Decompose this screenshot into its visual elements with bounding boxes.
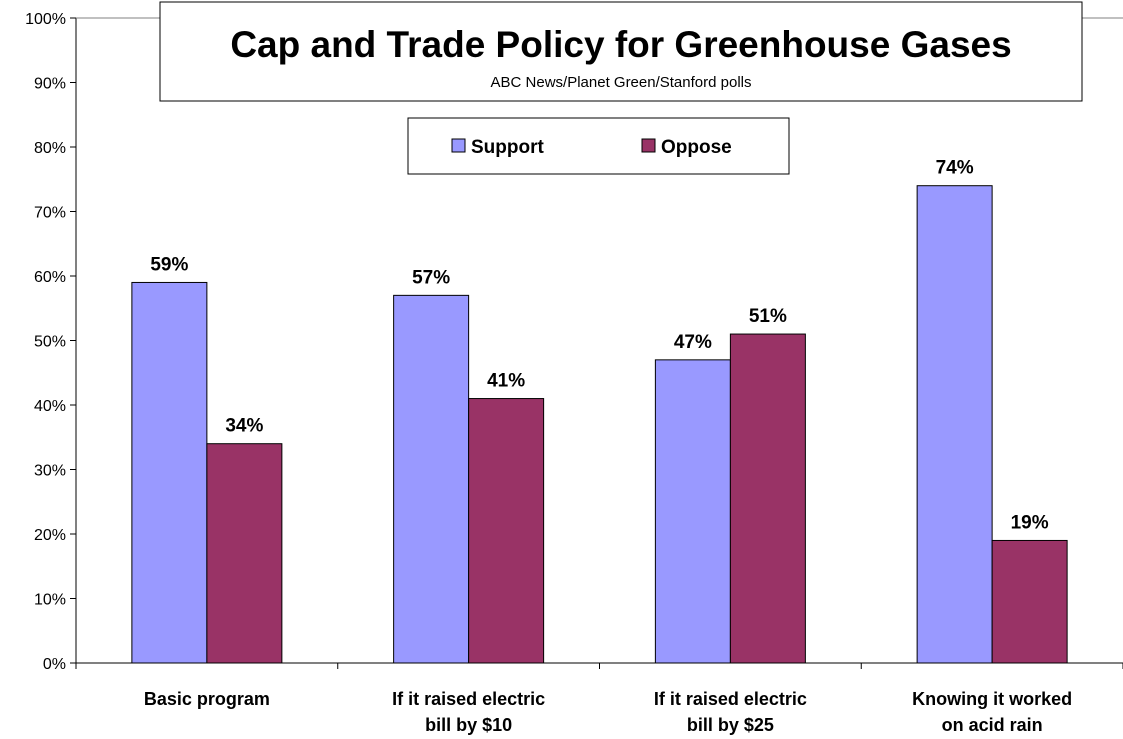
legend: Support Oppose (407, 117, 790, 175)
data-label-support-1: 59% (150, 254, 188, 275)
category-label-3: If it raised electric bill by $25 (654, 689, 807, 735)
chart-title: Cap and Trade Policy for Greenhouse Gase… (230, 24, 1011, 65)
bar-oppose-2 (468, 398, 545, 664)
y-tick-label: 40% (34, 398, 66, 415)
data-label-support-3: 47% (674, 332, 712, 353)
data-label-oppose-2: 41% (487, 371, 525, 392)
category-label-1: Basic program (144, 689, 270, 709)
bar-support-2 (393, 294, 470, 664)
bar-support-1 (131, 281, 208, 664)
y-tick-label: 0% (43, 656, 66, 673)
category-label-4: Knowing it worked on acid rain (912, 689, 1072, 735)
y-tick-label: 10% (34, 592, 66, 609)
y-tick-label: 100% (25, 11, 66, 28)
legend-swatch-oppose (641, 138, 656, 153)
y-tick-label: 50% (34, 334, 66, 351)
y-tick-label: 60% (34, 269, 66, 286)
y-tick-label: 90% (34, 76, 66, 93)
bar-oppose-4 (991, 539, 1068, 664)
category-labels: Basic program If it raised electric bill b… (144, 689, 1072, 735)
bar-oppose-3 (729, 333, 806, 664)
y-tick-label: 70% (34, 205, 66, 222)
data-label-oppose-4: 19% (1011, 512, 1049, 533)
data-label-oppose-1: 34% (225, 416, 263, 437)
y-tick-label: 20% (34, 527, 66, 544)
y-tick-label: 80% (34, 140, 66, 157)
x-axis-ticks (75, 663, 1123, 669)
data-label-oppose-3: 51% (749, 306, 787, 327)
legend-swatch-support (451, 138, 466, 153)
bar-oppose-1 (206, 443, 283, 664)
bars (131, 185, 1068, 664)
title-box-frame (159, 1, 1083, 102)
bar-support-3 (654, 359, 731, 664)
bar-support-4 (916, 185, 993, 664)
legend-label-support: Support (471, 137, 544, 158)
y-axis-ticks: 0% 10% 20% 30% 40% 50% 60% 70% 80% 90% 100% (25, 11, 76, 673)
title-box: Cap and Trade Policy for Greenhouse Gase… (159, 1, 1083, 102)
category-label-2: If it raised electric bill by $10 (392, 689, 545, 735)
data-labels: 59% 34% 57% 41% 47% 51% 74% 19% (150, 158, 1048, 534)
data-label-support-4: 74% (936, 158, 974, 179)
legend-label-oppose: Oppose (661, 137, 732, 158)
data-label-support-2: 57% (412, 267, 450, 288)
chart-subtitle: ABC News/Planet Green/Stanford polls (491, 74, 752, 91)
legend-frame (407, 117, 790, 175)
y-tick-label: 30% (34, 463, 66, 480)
